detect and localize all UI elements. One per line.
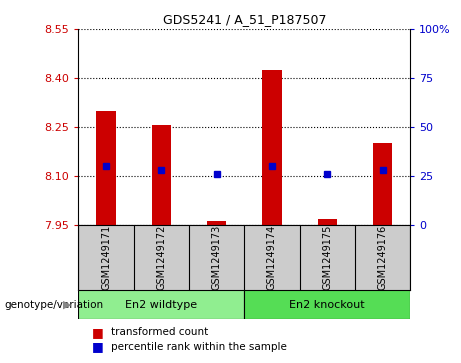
FancyBboxPatch shape bbox=[244, 290, 410, 319]
Text: GSM1249174: GSM1249174 bbox=[267, 225, 277, 290]
Text: En2 knockout: En2 knockout bbox=[290, 300, 365, 310]
Text: genotype/variation: genotype/variation bbox=[5, 300, 104, 310]
Text: GSM1249171: GSM1249171 bbox=[101, 225, 111, 290]
Text: GSM1249172: GSM1249172 bbox=[156, 225, 166, 290]
Text: ■: ■ bbox=[92, 340, 104, 353]
Bar bbox=[207, 221, 226, 225]
Text: GSM1249173: GSM1249173 bbox=[212, 225, 222, 290]
Text: GSM1249176: GSM1249176 bbox=[378, 225, 388, 290]
Bar bbox=[318, 219, 337, 225]
Text: GSM1249175: GSM1249175 bbox=[322, 225, 332, 290]
Text: En2 wildtype: En2 wildtype bbox=[125, 300, 197, 310]
FancyBboxPatch shape bbox=[78, 290, 244, 319]
Bar bbox=[152, 126, 171, 225]
Bar bbox=[96, 111, 116, 225]
Title: GDS5241 / A_51_P187507: GDS5241 / A_51_P187507 bbox=[163, 13, 326, 26]
Bar bbox=[373, 143, 392, 225]
Bar bbox=[262, 70, 282, 225]
Text: ■: ■ bbox=[92, 326, 104, 339]
Text: percentile rank within the sample: percentile rank within the sample bbox=[111, 342, 287, 352]
Text: ▶: ▶ bbox=[63, 300, 71, 310]
Text: transformed count: transformed count bbox=[111, 327, 208, 337]
